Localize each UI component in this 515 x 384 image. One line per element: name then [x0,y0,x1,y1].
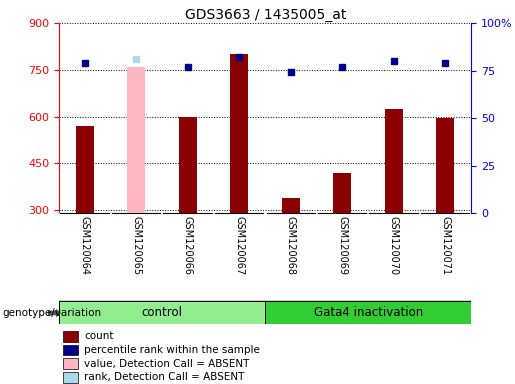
Text: rank, Detection Call = ABSENT: rank, Detection Call = ABSENT [84,372,244,382]
Bar [385,109,403,213]
Text: value, Detection Call = ABSENT: value, Detection Call = ABSENT [84,359,249,369]
Text: Gata4 inactivation: Gata4 inactivation [314,306,423,319]
Bar [76,126,94,213]
Text: GSM120070: GSM120070 [389,216,399,275]
Text: GSM120067: GSM120067 [234,216,245,275]
Text: genotype/variation: genotype/variation [3,308,101,318]
Text: GSM120068: GSM120068 [286,216,296,275]
Bar [179,116,197,213]
Title: GDS3663 / 1435005_at: GDS3663 / 1435005_at [184,8,346,22]
Text: GSM120066: GSM120066 [183,216,193,275]
Text: percentile rank within the sample: percentile rank within the sample [84,345,260,355]
Text: control: control [142,306,183,319]
Bar [127,67,146,213]
Text: GSM120064: GSM120064 [80,216,90,275]
Text: GSM120069: GSM120069 [337,216,348,275]
Bar [334,173,351,213]
Bar [63,331,78,342]
Bar [59,301,265,324]
Bar [265,301,471,324]
Bar [63,358,78,369]
Bar [63,345,78,356]
Text: GSM120065: GSM120065 [131,216,142,275]
Bar [63,372,78,383]
Bar [231,54,248,213]
Text: count: count [84,331,113,341]
Text: GSM120071: GSM120071 [440,216,451,275]
Bar [282,197,300,213]
Bar [436,118,454,213]
